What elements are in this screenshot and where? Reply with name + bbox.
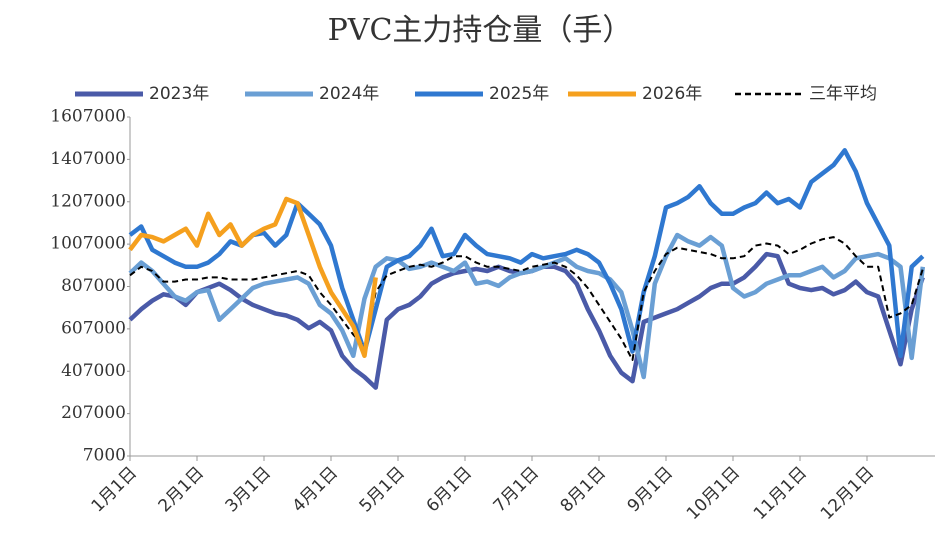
series-line bbox=[129, 236, 924, 361]
y-tick-label: 607000 bbox=[61, 318, 126, 338]
y-tick-label: 1407000 bbox=[50, 149, 126, 169]
y-tick-label: 7000 bbox=[83, 446, 126, 466]
y-tick-label: 407000 bbox=[61, 361, 126, 381]
x-tick-label: 4月1日 bbox=[289, 463, 342, 516]
chart-title: PVC主力持仓量（手） bbox=[328, 13, 633, 48]
x-tick-label: 6月1日 bbox=[423, 463, 476, 516]
x-tick-label: 8月1日 bbox=[557, 463, 610, 516]
x-tick-label: 1月1日 bbox=[88, 463, 141, 516]
x-tick-label: 12月1日 bbox=[817, 463, 878, 524]
legend-label: 三年平均 bbox=[809, 84, 877, 104]
y-tick-label: 1007000 bbox=[50, 234, 126, 254]
x-tick-label: 11月1日 bbox=[750, 463, 811, 524]
x-tick-label: 9月1日 bbox=[624, 463, 677, 516]
legend-label: 2025年 bbox=[489, 84, 549, 104]
x-tick-label: 3月1日 bbox=[222, 463, 275, 516]
x-tick-label: 10月1日 bbox=[683, 463, 744, 524]
series-line bbox=[128, 232, 926, 380]
x-tick-label: 5月1日 bbox=[356, 463, 409, 516]
series-line bbox=[128, 148, 925, 359]
y-tick-label: 207000 bbox=[61, 403, 126, 423]
x-tick-label: 2月1日 bbox=[155, 463, 208, 516]
legend-label: 2023年 bbox=[149, 84, 209, 104]
x-tick-label: 7月1日 bbox=[490, 463, 543, 516]
legend-label: 2026年 bbox=[642, 84, 702, 104]
y-tick-label: 807000 bbox=[61, 276, 126, 296]
y-tick-label: 1207000 bbox=[50, 191, 126, 211]
series-line bbox=[128, 196, 378, 359]
y-tick-label: 1607000 bbox=[50, 107, 126, 127]
legend-label: 2024年 bbox=[319, 84, 379, 104]
